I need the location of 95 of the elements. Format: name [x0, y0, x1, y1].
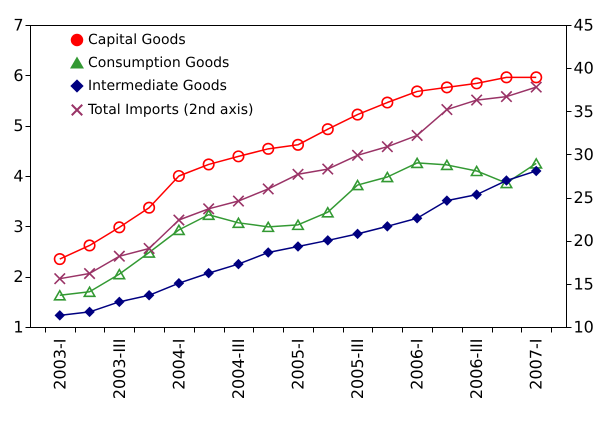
y2-tick-label: 20 — [574, 231, 594, 250]
point — [262, 182, 274, 195]
point — [143, 202, 156, 214]
y2-tick-label: 25 — [574, 188, 594, 208]
point — [113, 250, 126, 262]
point — [84, 306, 95, 318]
point — [144, 290, 154, 301]
point — [262, 247, 274, 258]
y-tick-label: 7 — [13, 16, 24, 34]
x-tick-label: 2006-III — [467, 338, 486, 400]
y-tick-label: 5 — [13, 116, 24, 136]
point — [471, 189, 482, 200]
point — [202, 158, 215, 170]
point — [232, 150, 244, 162]
point — [322, 235, 334, 246]
point — [202, 209, 215, 220]
point — [322, 163, 334, 176]
point — [84, 267, 96, 280]
point — [292, 138, 304, 151]
point — [143, 242, 156, 255]
point — [530, 71, 542, 84]
point — [382, 221, 393, 232]
point — [54, 253, 66, 266]
y-tick-label: 2 — [13, 267, 24, 286]
point — [530, 166, 542, 176]
point — [262, 221, 274, 232]
point — [114, 296, 125, 308]
x-tick-label: 2005-I — [288, 338, 308, 390]
x-tick-label: 2006-I — [408, 338, 427, 390]
point — [440, 104, 453, 116]
point — [172, 214, 185, 226]
x-tick-label: 2003-I — [50, 338, 70, 390]
y2-tick-label: 10 — [574, 318, 594, 336]
y2-tick-label: 35 — [574, 102, 594, 121]
point — [411, 129, 424, 142]
point — [292, 241, 304, 252]
x-tick-label: 2007-I — [526, 338, 546, 390]
point — [322, 206, 334, 218]
point — [442, 195, 452, 206]
point — [233, 258, 244, 270]
point — [411, 85, 424, 98]
y2-tick-label: 30 — [574, 144, 594, 164]
point — [440, 81, 453, 94]
point — [113, 221, 126, 234]
y-tick-label: 4 — [13, 166, 24, 186]
y-tick-label: 6 — [13, 66, 24, 85]
point — [232, 194, 244, 208]
legend-label: Total Imports (2nd axis) — [87, 102, 254, 118]
point — [500, 71, 512, 84]
legend-label: Capital Goods — [88, 32, 186, 48]
point — [172, 170, 185, 182]
y2-tick-label: 45 — [574, 16, 594, 34]
point — [84, 239, 96, 252]
point — [440, 160, 453, 170]
point — [292, 168, 304, 180]
point — [172, 224, 185, 236]
point — [352, 149, 364, 162]
point — [530, 158, 542, 169]
point — [54, 272, 66, 285]
legend-label: Intermediate Goods — [88, 78, 227, 94]
point — [174, 278, 184, 288]
point — [470, 94, 483, 106]
x-tick-label: 2003-III — [110, 338, 129, 400]
y2-tick-label: 40 — [574, 58, 594, 78]
y2-tick-label: 15 — [574, 274, 594, 294]
point — [113, 268, 126, 280]
point — [262, 142, 274, 155]
x-tick-label: 2005-III — [348, 338, 368, 400]
x-tick-label: 2004-I — [169, 338, 188, 390]
point — [352, 108, 364, 121]
point — [202, 202, 215, 215]
point — [54, 290, 66, 301]
point — [500, 90, 512, 103]
point — [381, 140, 394, 153]
point — [470, 166, 483, 176]
point — [352, 180, 364, 190]
point — [143, 247, 156, 258]
point — [381, 172, 394, 182]
point — [411, 158, 424, 168]
y-tick-label: 1 — [13, 318, 24, 336]
point — [412, 213, 422, 224]
point — [530, 81, 542, 94]
point — [203, 268, 214, 278]
point — [292, 219, 304, 230]
point — [232, 217, 244, 228]
point — [84, 286, 96, 298]
point — [322, 123, 334, 136]
point — [381, 96, 394, 109]
point — [352, 228, 363, 240]
point — [501, 175, 512, 186]
point — [470, 77, 483, 90]
x-tick-label: 2004-III — [228, 338, 248, 400]
legend-label: Consumption Goods — [88, 55, 230, 71]
y-tick-label: 3 — [13, 216, 24, 236]
point — [54, 310, 66, 321]
